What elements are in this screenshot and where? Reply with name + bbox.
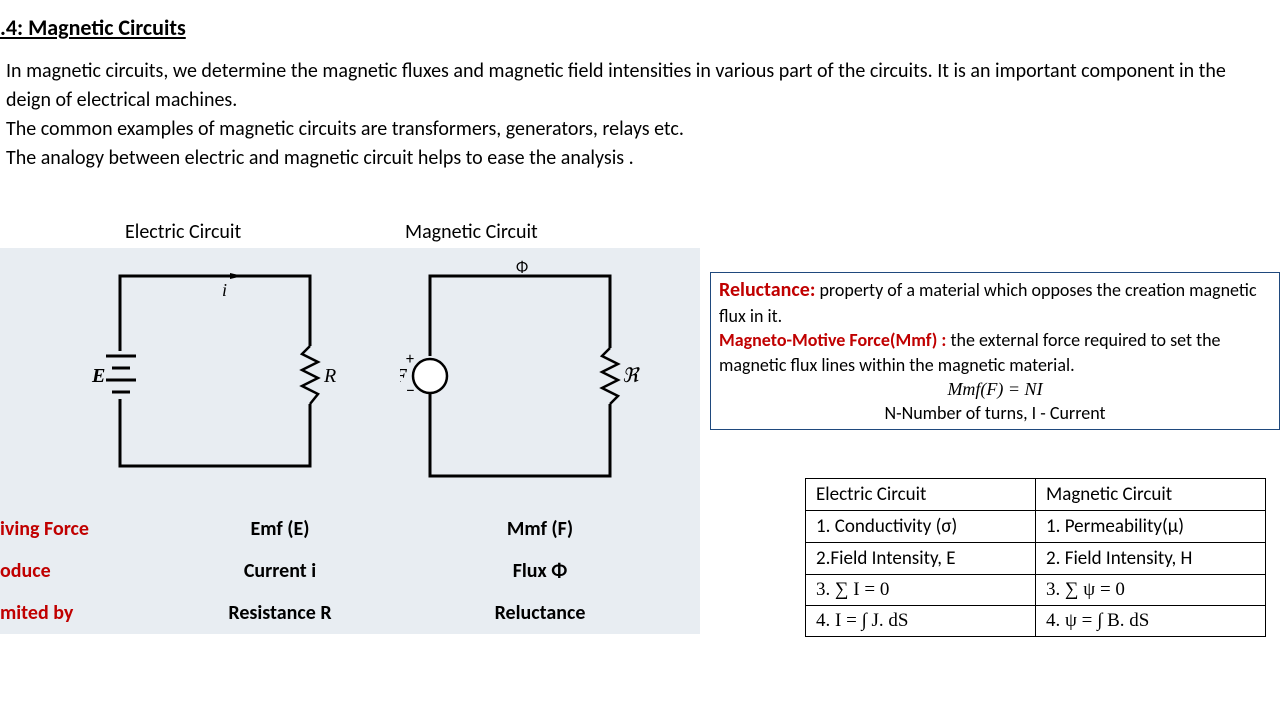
reluctance-term: Reluctance: xyxy=(719,278,815,302)
magnetic-circuit-diagram: Φ + − F ℜ xyxy=(400,256,640,496)
analogy-elec: Emf (E) xyxy=(150,517,410,541)
analogy-row: oduce Current i Flux Φ xyxy=(0,550,700,592)
analogy-elec: Current i xyxy=(150,559,410,583)
current-label: i xyxy=(222,280,227,300)
analogy-mag: Reluctance xyxy=(410,601,670,625)
intro-p3: The analogy between electric and magneti… xyxy=(6,144,1274,173)
electric-circuit-title: Electric Circuit xyxy=(125,220,405,244)
analogy-table: iving Force Emf (E) Mmf (F) oduce Curren… xyxy=(0,508,700,634)
reluctance-label: ℜ xyxy=(622,365,640,387)
comparison-table: Electric Circuit Magnetic Circuit 1. Con… xyxy=(805,478,1266,637)
table-row: 2.Field Intensity, E 2. Field Intensity,… xyxy=(806,543,1266,575)
table-header: Magnetic Circuit xyxy=(1036,479,1266,511)
table-row: 1. Conductivity (σ) 1. Permeability(µ) xyxy=(806,511,1266,543)
mmf-equation: Mmf(F) = NI xyxy=(719,377,1271,401)
intro-text: In magnetic circuits, we determine the m… xyxy=(0,41,1280,173)
table-cell: 1. Permeability(µ) xyxy=(1036,511,1266,543)
emf-label: E xyxy=(91,365,105,387)
table-header: Electric Circuit xyxy=(806,479,1036,511)
mmf-label: F xyxy=(400,365,408,387)
intro-p2: The common examples of magnetic circuits… xyxy=(6,115,1274,144)
diagram-panel: i E R Φ + − F ℜ xyxy=(0,248,700,508)
mmf-term: Magneto-Motive Force(Mmf) : xyxy=(719,329,946,351)
table-row: 4. I = ∫ J. dS 4. ψ = ∫ B. dS xyxy=(806,606,1266,637)
minus-label: − xyxy=(406,379,415,401)
table-cell: 4. ψ = ∫ B. dS xyxy=(1036,606,1266,637)
mmf-subnote: N-Number of turns, I - Current xyxy=(719,401,1271,425)
section-title: .4: Magnetic Circuits xyxy=(0,0,1280,41)
electric-circuit-diagram: i E R xyxy=(90,256,340,496)
analogy-mag: Flux Φ xyxy=(410,559,670,583)
analogy-label: oduce xyxy=(0,559,150,583)
intro-p1: In magnetic circuits, we determine the m… xyxy=(6,57,1274,115)
table-header-row: Electric Circuit Magnetic Circuit xyxy=(806,479,1266,511)
resistance-label: R xyxy=(323,365,336,387)
definitions-box: Reluctance: property of a material which… xyxy=(710,272,1280,430)
analogy-label: mited by xyxy=(0,601,150,625)
magnetic-circuit-title: Magnetic Circuit xyxy=(405,220,665,244)
analogy-mag: Mmf (F) xyxy=(410,517,670,541)
analogy-row: iving Force Emf (E) Mmf (F) xyxy=(0,508,700,550)
diagram-area: Electric Circuit Magnetic Circuit i E R … xyxy=(0,220,700,634)
table-cell: 2. Field Intensity, H xyxy=(1036,543,1266,575)
analogy-row: mited by Resistance R Reluctance xyxy=(0,592,700,634)
table-cell: 2.Field Intensity, E xyxy=(806,543,1036,575)
analogy-label: iving Force xyxy=(0,517,150,541)
table-cell: 3. ∑ I = 0 xyxy=(806,575,1036,606)
flux-label: Φ xyxy=(516,258,528,277)
table-cell: 4. I = ∫ J. dS xyxy=(806,606,1036,637)
table-cell: 3. ∑ ψ = 0 xyxy=(1036,575,1266,606)
analogy-elec: Resistance R xyxy=(150,601,410,625)
table-row: 3. ∑ I = 0 3. ∑ ψ = 0 xyxy=(806,575,1266,606)
table-cell: 1. Conductivity (σ) xyxy=(806,511,1036,543)
